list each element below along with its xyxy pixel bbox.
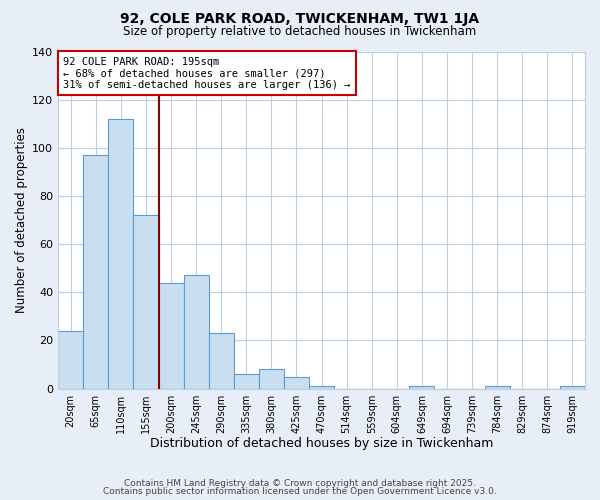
Bar: [109, 119, 133, 388]
Y-axis label: Number of detached properties: Number of detached properties: [15, 127, 28, 313]
Bar: [409, 386, 434, 388]
Text: Size of property relative to detached houses in Twickenham: Size of property relative to detached ho…: [124, 25, 476, 38]
X-axis label: Distribution of detached houses by size in Twickenham: Distribution of detached houses by size …: [150, 437, 493, 450]
Text: Contains HM Land Registry data © Crown copyright and database right 2025.: Contains HM Land Registry data © Crown c…: [124, 478, 476, 488]
Bar: [560, 386, 585, 388]
Bar: [158, 282, 184, 389]
Bar: [259, 370, 284, 388]
Bar: [485, 386, 510, 388]
Bar: [234, 374, 259, 388]
Bar: [133, 215, 158, 388]
Bar: [83, 155, 109, 388]
Bar: [309, 386, 334, 388]
Bar: [58, 331, 83, 388]
Text: 92 COLE PARK ROAD: 195sqm
← 68% of detached houses are smaller (297)
31% of semi: 92 COLE PARK ROAD: 195sqm ← 68% of detac…: [64, 56, 351, 90]
Bar: [284, 376, 309, 388]
Bar: [184, 276, 209, 388]
Text: 92, COLE PARK ROAD, TWICKENHAM, TW1 1JA: 92, COLE PARK ROAD, TWICKENHAM, TW1 1JA: [121, 12, 479, 26]
Bar: [209, 333, 234, 388]
Text: Contains public sector information licensed under the Open Government Licence v3: Contains public sector information licen…: [103, 487, 497, 496]
